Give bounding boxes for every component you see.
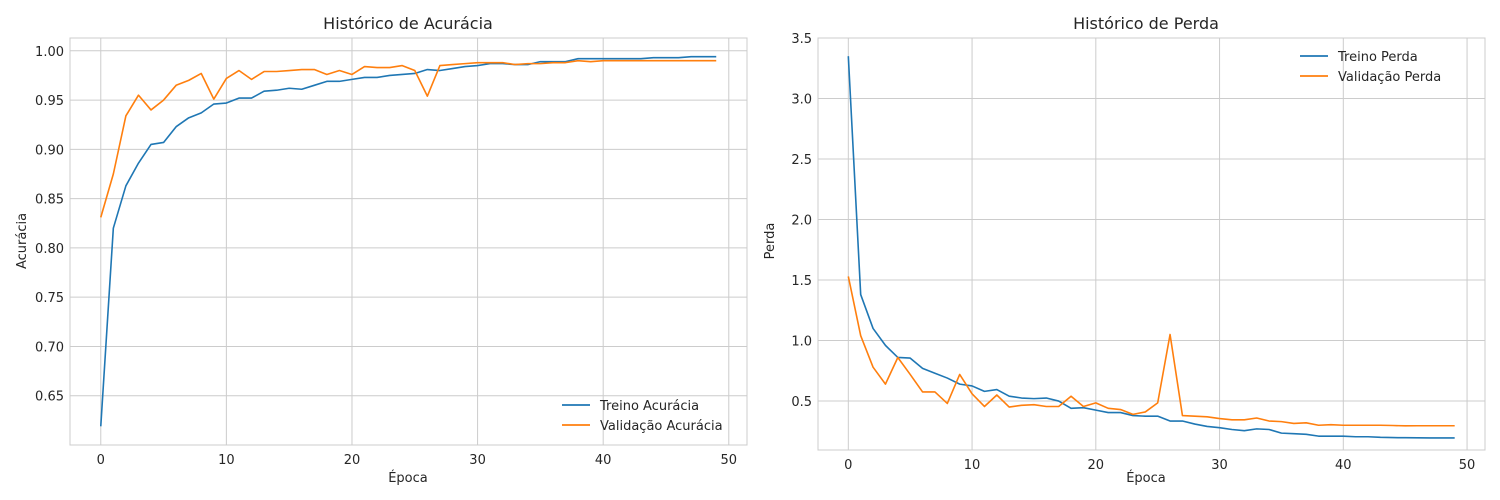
x-tick-label: 50	[721, 453, 738, 468]
loss-chart: Histórico de Perda Época Perda 0 10 20 30 40…	[763, 14, 1486, 486]
tick-labels: 0 10 20 30 40 50 0.65 0.70 0.75 0.80 0.85 0.90 0.95 1…	[35, 45, 737, 468]
y-tick-label: 2.0	[791, 214, 812, 229]
series-lines	[847, 56, 1455, 439]
y-tick-label: 2.5	[791, 153, 812, 168]
series-line-0	[847, 56, 1455, 439]
y-tick-label: 0.5	[791, 395, 812, 410]
x-tick-label: 0	[844, 458, 852, 473]
y-axis-label: Perda	[763, 223, 778, 260]
x-tick-label: 40	[1335, 458, 1352, 473]
series-line-1	[847, 276, 1455, 427]
accuracy-chart: Histórico de Acurácia Época Acurácia 0 10…	[15, 14, 748, 486]
series-lines	[99, 55, 717, 427]
legend-label: Validação Acurácia	[600, 419, 723, 434]
x-tick-label: 10	[218, 453, 235, 468]
x-tick-label: 40	[595, 453, 612, 468]
x-axis-label: Época	[1126, 470, 1166, 486]
legend-label: Treino Perda	[1337, 50, 1418, 65]
x-tick-label: 50	[1459, 458, 1476, 473]
y-tick-label: 0.80	[35, 242, 64, 257]
plot-frame	[817, 37, 1486, 451]
series-line-1	[100, 59, 717, 218]
x-tick-label: 0	[97, 453, 105, 468]
plot-frame	[69, 37, 748, 446]
x-tick-label: 20	[1088, 458, 1105, 473]
x-tick-label: 10	[964, 458, 981, 473]
y-tick-label: 0.90	[35, 143, 64, 158]
legend: Treino Perda Validação Perda	[1300, 50, 1441, 85]
y-tick-label: 0.75	[35, 291, 64, 306]
x-tick-label: 30	[1211, 458, 1228, 473]
legend-label: Validação Perda	[1338, 70, 1441, 85]
tick-labels: 0 10 20 30 40 50 0.5 1.0 1.5 2.0 2.5 3.0 3.5	[791, 32, 1475, 473]
x-tick-label: 30	[469, 453, 486, 468]
y-tick-label: 1.0	[791, 335, 812, 350]
chart-title: Histórico de Acurácia	[323, 14, 493, 33]
y-tick-label: 1.00	[35, 45, 64, 60]
y-axis-label: Acurácia	[15, 213, 30, 269]
legend-label: Treino Acurácia	[599, 399, 699, 414]
x-tick-label: 20	[344, 453, 361, 468]
y-tick-label: 0.65	[35, 390, 64, 405]
grid	[818, 37, 1485, 450]
series-line-0	[99, 55, 717, 427]
y-tick-label: 3.5	[791, 32, 812, 47]
y-tick-label: 1.5	[791, 274, 812, 289]
x-axis-label: Época	[388, 470, 428, 486]
y-tick-label: 0.95	[35, 94, 64, 109]
grid	[70, 38, 747, 445]
y-tick-label: 3.0	[791, 93, 812, 108]
y-tick-label: 0.85	[35, 193, 64, 208]
chart-title: Histórico de Perda	[1073, 14, 1219, 33]
y-tick-label: 0.70	[35, 340, 64, 355]
legend: Treino Acurácia Validação Acurácia	[562, 399, 723, 434]
